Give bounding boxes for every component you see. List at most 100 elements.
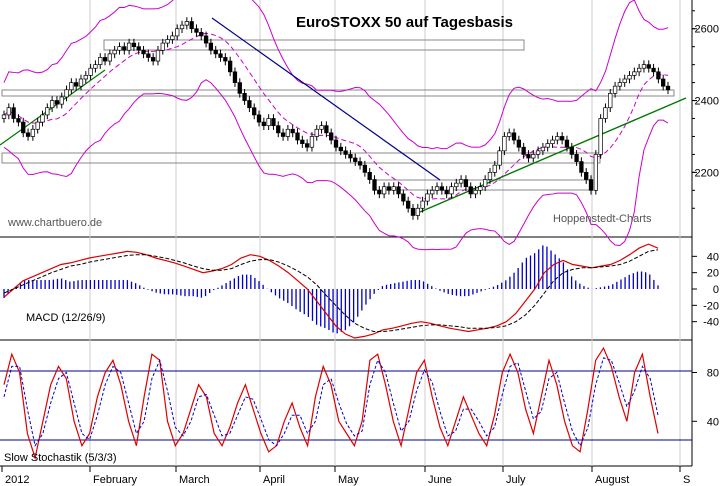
candle-body: [439, 186, 445, 191]
candle-body: [526, 154, 531, 159]
candle-body: [40, 114, 45, 123]
candle-body: [276, 125, 281, 134]
candle-body: [497, 150, 502, 166]
candle-body: [372, 179, 377, 191]
candle-body: [535, 150, 541, 155]
x-tick-label: May: [338, 474, 359, 486]
candle-body: [136, 46, 141, 51]
candle-body: [290, 128, 295, 134]
candle-body: [396, 186, 401, 195]
candle-body: [588, 179, 594, 191]
y-tick-label: -40: [703, 317, 719, 329]
candle-body: [88, 67, 93, 76]
candle-body: [35, 121, 40, 130]
candle-body: [126, 42, 132, 51]
candle-body: [21, 121, 26, 134]
candle-body: [434, 186, 440, 191]
y-tick-label: 80: [707, 368, 719, 380]
candle-body: [271, 118, 276, 127]
candle-body: [45, 107, 50, 116]
candle-body: [348, 154, 353, 159]
candle-body: [179, 24, 185, 30]
candle-body: [632, 71, 637, 76]
candle-body: [362, 164, 368, 173]
x-tick-label: 2012: [5, 474, 29, 486]
candle-body: [165, 39, 170, 44]
candle-body: [16, 118, 21, 123]
macd-label: MACD (12/26/9): [26, 312, 105, 324]
candle-body: [189, 21, 194, 30]
candle-body: [564, 139, 570, 148]
candle-body: [93, 64, 98, 69]
candle-body: [280, 132, 286, 137]
candle-body: [483, 179, 488, 188]
candle-body: [155, 49, 161, 62]
candle-body: [319, 125, 324, 130]
candle-body: [54, 100, 60, 105]
candle-body: [386, 186, 392, 191]
resistance-box: [103, 39, 525, 51]
support-box-1: [1, 152, 601, 164]
candle-body: [333, 139, 339, 148]
candle-body: [521, 146, 526, 155]
candle-body: [11, 107, 16, 119]
candle-body: [516, 139, 521, 148]
candle-body: [603, 107, 608, 119]
candle-body: [300, 139, 305, 144]
candle-body: [651, 67, 656, 73]
candle-body: [425, 193, 430, 202]
candle-body: [329, 132, 334, 141]
candle-body: [622, 78, 627, 83]
candle-body: [545, 143, 550, 148]
candle-body: [612, 85, 618, 94]
candle-body: [184, 21, 189, 26]
candle-body: [458, 179, 464, 184]
candle-body: [665, 85, 671, 91]
candle-body: [357, 161, 363, 166]
candle-body: [473, 189, 478, 195]
candle-body: [112, 49, 117, 55]
candle-body: [454, 182, 459, 188]
candle-body: [492, 164, 497, 173]
candle-body: [579, 161, 584, 173]
candle-body: [146, 53, 151, 58]
candle-body: [444, 189, 449, 195]
candle-body: [304, 143, 310, 148]
candle-body: [415, 207, 420, 216]
candle-body: [175, 28, 180, 37]
watermark-right: Hoppenstedt-Charts: [553, 213, 652, 225]
candle-body: [468, 186, 473, 195]
candle-body: [6, 107, 11, 116]
candle-body: [232, 71, 238, 83]
x-tick-label: March: [179, 474, 210, 486]
macd-signal-line: [3, 249, 659, 332]
candle-body: [574, 154, 579, 162]
x-tick-label: February: [93, 474, 138, 486]
candle-body: [78, 78, 84, 87]
candle-body: [338, 146, 343, 152]
candle-body: [617, 82, 623, 87]
candle-body: [401, 193, 406, 202]
bollinger-upper: [3, 0, 669, 150]
candle-body: [656, 71, 661, 80]
candle-body: [608, 93, 613, 109]
candle-body: [406, 200, 411, 209]
y-tick-label: -20: [703, 300, 719, 312]
candle-body: [511, 132, 517, 141]
candle-body: [107, 53, 113, 62]
macd-histogram: [3, 245, 659, 334]
candle-body: [627, 75, 632, 80]
candle-body: [410, 207, 416, 216]
candle-body: [502, 136, 507, 152]
bollinger-lower: [3, 79, 669, 251]
candle-body: [160, 42, 165, 51]
candle-body: [343, 150, 348, 155]
bollinger-lower-polyline: [3, 79, 669, 251]
candle-body: [247, 100, 252, 109]
month-gridlines: [89, 0, 681, 466]
candle-body: [285, 128, 291, 137]
candle-body: [261, 121, 266, 127]
stochastic-label: Slow Stochastik (5/3/3): [4, 452, 117, 464]
candle-body: [117, 46, 122, 51]
